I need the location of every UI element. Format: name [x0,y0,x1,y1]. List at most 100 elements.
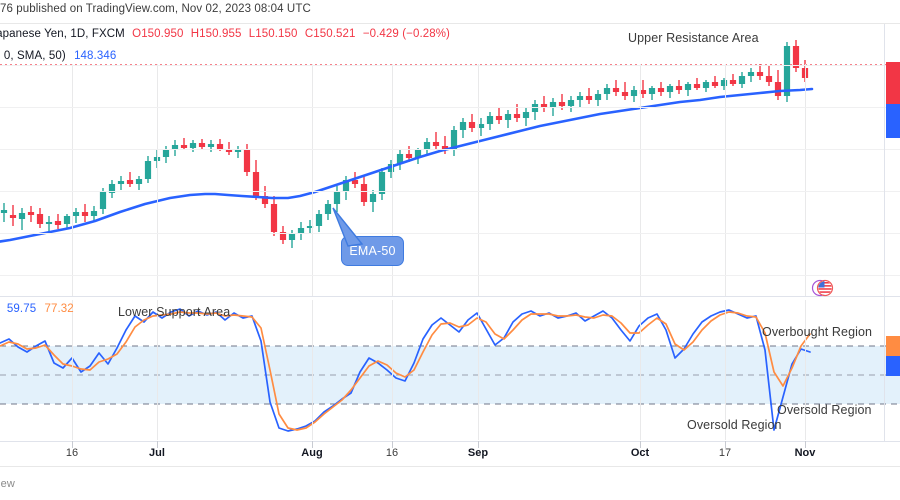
candle-body [576,96,584,100]
candle-body [441,146,449,150]
ema-callout-label: EMA-50 [349,244,396,258]
candle-body [18,213,26,219]
price-badge[interactable] [886,62,900,104]
candle-body [288,234,296,240]
candle-body [414,150,422,158]
candle-body [180,145,188,148]
gridline-vertical [478,300,479,440]
stoch-k-badge[interactable] [886,356,900,376]
gridline-vertical [157,300,158,440]
candle-body [81,212,89,216]
candle-body [729,80,737,84]
x-axis-label: 16 [385,447,399,459]
candle-body [468,122,476,128]
gridline-vertical [805,300,806,440]
ema-value: 148.346 [74,50,117,62]
candle-body [747,72,755,76]
candle-body [360,184,368,202]
candle-body [477,124,485,128]
candle-body [243,150,251,172]
gridline-horizontal [0,275,900,276]
x-axis-label: Aug [301,447,323,459]
candle-body [162,150,170,157]
ema-legend[interactable]: close, 0, SMA, 50) 148.346 [0,50,116,62]
x-axis-label: Oct [630,447,650,459]
pane-divider [0,296,900,297]
ohlc-open: O150.950 [132,28,184,40]
x-axis-tick [478,441,479,448]
candle-body [513,114,521,118]
gridline-vertical [157,64,158,296]
candle-body [783,46,791,96]
candle-body [63,216,71,224]
candle-body [234,150,242,152]
x-axis-rule [0,441,900,442]
candle-body [738,76,746,84]
stoch-d-badge[interactable] [886,336,900,356]
price-pane[interactable] [0,40,900,296]
candle-body [693,84,701,88]
candle-body [369,194,377,202]
gridline-vertical [805,64,806,296]
candle-body [540,104,548,108]
candle-body [144,161,152,179]
x-axis-tick [725,441,726,448]
candle-body [504,114,512,120]
candle-body [594,94,602,100]
candle-body [774,82,782,96]
gridline-vertical [312,300,313,440]
oscillator-line [0,308,811,432]
candle-body [585,96,593,100]
stochastic-legend[interactable]: 4, 1, 3) 59.75 77.32 [0,303,74,315]
candle-body [792,46,800,68]
gridline-vertical [478,64,479,296]
candle-body [567,100,575,106]
candle-body [648,88,656,94]
candle-body [558,102,566,106]
annotation-lower-support: Lower Support Area [118,305,231,319]
candle-body [450,130,458,150]
annotation-oversold-region-2: Oversold Region [777,403,872,417]
candle-body [612,88,620,92]
symbol-legend[interactable]: ar / Japanese Yen, 1D, FXCM O150.950 H15… [0,28,450,40]
candle-body [207,144,215,147]
candle-body [315,214,323,226]
candle-body [135,179,143,184]
ema-params: close, 0, SMA, 50) [0,50,66,62]
candle-body [9,215,17,218]
price-axis-separator [884,24,885,441]
ohlc-low: L150.150 [248,28,298,40]
stochastic-plot [0,308,900,432]
x-axis-tick [157,441,158,448]
candle-body [306,226,314,228]
publication-line: 76 published on TradingView.com, Nov 02,… [0,3,311,15]
x-axis-tick [312,441,313,448]
tradingview-watermark: ngView [0,478,16,490]
candle-body [666,86,674,92]
candle-body [99,192,107,209]
candle-body [630,90,638,96]
candle-body [684,84,692,90]
symbol-label: ar / Japanese Yen, 1D, FXCM [0,28,125,40]
x-axis-label: Nov [794,447,816,459]
candle-body [621,92,629,96]
ema-callout-bubble[interactable]: EMA-50 [341,236,404,266]
x-axis-label: Jul [149,447,165,459]
candle-body [720,80,728,86]
gridline-vertical [312,64,313,296]
candle-body [126,180,134,184]
candle-body [675,86,683,90]
stoch-k-value: 59.75 [6,303,37,315]
candle-body [396,154,404,164]
candle-body [756,72,764,76]
x-axis-tick [72,441,73,448]
candle-body [603,88,611,94]
x-axis-label: 16 [65,447,79,459]
chart-logo-icon [811,279,834,297]
ema-badge[interactable] [886,104,900,138]
gridline-vertical [392,300,393,440]
stochastic-pane[interactable] [0,300,900,440]
candle-body [657,88,665,92]
candle-body [54,221,62,225]
